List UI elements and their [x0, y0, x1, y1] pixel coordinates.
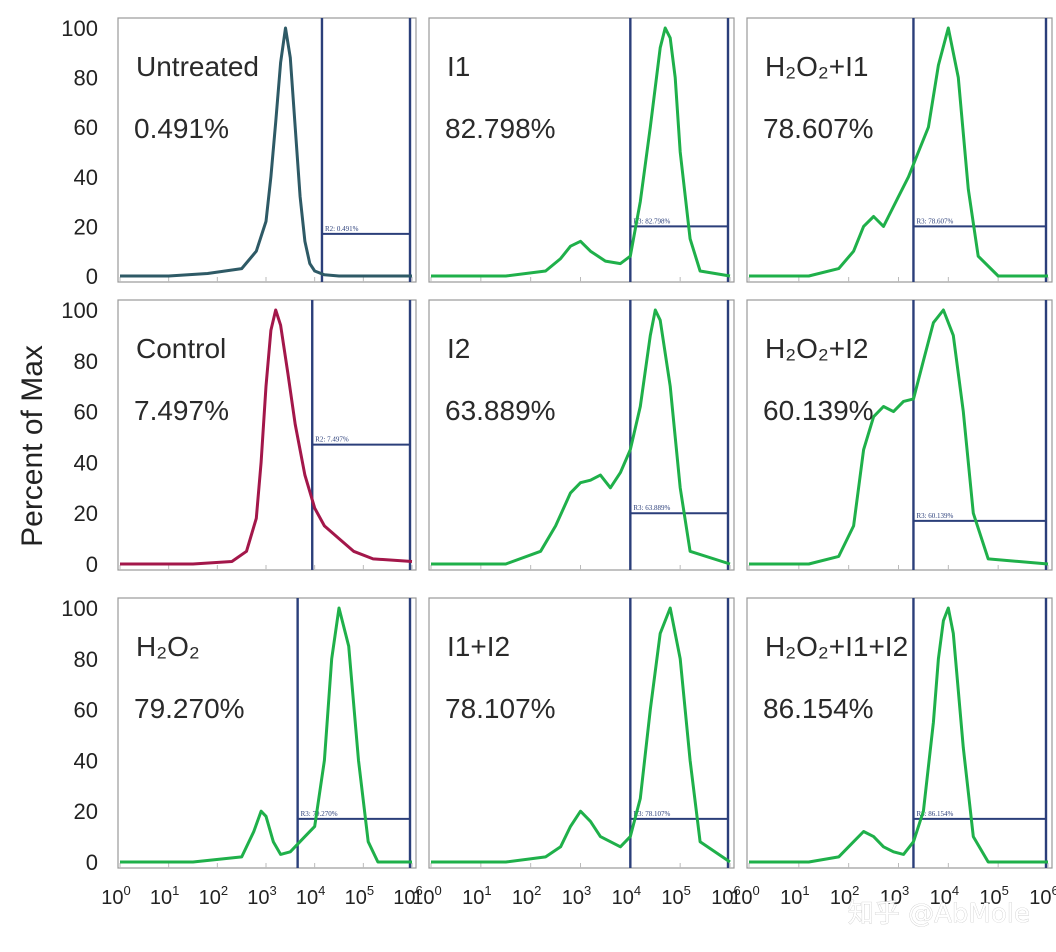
- panel-percent: 79.270%: [134, 693, 245, 724]
- gate-label: R2: 7.497%: [315, 436, 349, 444]
- histogram-line-h2o2_i1: [749, 26, 1048, 278]
- panel-label: I1: [447, 51, 470, 82]
- histogram-line-untreated: [120, 26, 412, 278]
- y-tick-label: 100: [61, 596, 98, 621]
- panel-frame: [428, 17, 735, 283]
- gate-label: R3: 63.889%: [633, 504, 670, 512]
- x-tick-label: 101: [462, 883, 491, 909]
- y-tick-label: 0: [86, 552, 98, 577]
- y-tick-label: 80: [74, 349, 98, 374]
- panel-label: H₂O₂: [136, 631, 200, 662]
- panel-frame: [746, 299, 1053, 571]
- y-tick-label: 60: [74, 698, 98, 723]
- y-tick-label: 100: [61, 16, 98, 41]
- panel-frame: [746, 597, 1053, 869]
- panel-h2o2_i1: R3: 78.607% H₂O₂+I1 78.607%: [746, 17, 1053, 283]
- y-tick-label: 80: [74, 647, 98, 672]
- y-tick-label: 20: [74, 799, 98, 824]
- panel-frame: [117, 299, 417, 571]
- panel-h2o2_i1_i2: R3: 86.154% H₂O₂+I1+I2 86.154%: [746, 597, 1053, 869]
- panel-label: Control: [136, 333, 226, 364]
- y-tick-label: 40: [74, 165, 98, 190]
- panel-label: H₂O₂+I1+I2: [765, 631, 908, 662]
- y-tick-label: 40: [74, 748, 98, 773]
- panel-control: R2: 7.497% Control 7.497%: [117, 299, 417, 571]
- x-tick-label: 103: [880, 883, 909, 909]
- panel-label: H₂O₂+I2: [765, 333, 868, 364]
- x-tick-label: 101: [780, 883, 809, 909]
- panel-frame: [117, 17, 417, 283]
- histogram-line-i2: [431, 308, 731, 566]
- histogram-line-h2o2: [120, 606, 412, 864]
- x-tick-label: 102: [830, 883, 859, 909]
- panel-h2o2_i2: R3: 60.139% H₂O₂+I2 60.139%: [746, 299, 1053, 571]
- y-tick-label: 80: [74, 66, 98, 91]
- panel-percent: 78.107%: [445, 693, 556, 724]
- gate-label: R3: 78.607%: [916, 217, 953, 225]
- y-tick-label: 60: [74, 115, 98, 140]
- x-tick-label: 104: [930, 883, 959, 909]
- panel-i2: R3: 63.889% I2 63.889%: [428, 299, 735, 571]
- histogram-line-h2o2_i2: [749, 308, 1049, 566]
- gate-label: R3: 86.154%: [916, 810, 953, 818]
- histogram-line-control: [120, 308, 413, 566]
- panel-label: I2: [447, 333, 470, 364]
- panel-percent: 63.889%: [445, 395, 556, 426]
- x-tick-label: 103: [247, 883, 276, 909]
- y-tick-label: 20: [74, 214, 98, 239]
- gate-label: R3: 60.139%: [916, 512, 953, 520]
- x-tick-label: 100: [101, 883, 130, 909]
- panel-frame: [746, 17, 1053, 283]
- x-tick-label: 105: [661, 883, 690, 909]
- y-tick-label: 40: [74, 450, 98, 475]
- panel-percent: 78.607%: [763, 113, 874, 144]
- gate-label: R2: 0.491%: [325, 225, 359, 233]
- panel-percent: 86.154%: [763, 693, 874, 724]
- y-tick-layer: 100 80 60 40 20 0 100 80 60 40 20 0 100 80 60 40 20 0: [61, 16, 98, 875]
- x-tick-label: 106: [711, 883, 740, 909]
- y-tick-label: 20: [74, 501, 98, 526]
- panel-label: Untreated: [136, 51, 259, 82]
- y-tick-label: 100: [61, 298, 98, 323]
- panel-h2o2: R3: 79.270% H₂O₂ 79.270%: [117, 597, 417, 869]
- x-tick-label: 102: [512, 883, 541, 909]
- x-tick-label: 100: [730, 883, 759, 909]
- x-tick-label: 106: [1029, 883, 1056, 909]
- panel-label: H₂O₂+I1: [765, 51, 868, 82]
- y-tick-label: 0: [86, 850, 98, 875]
- x-tick-label: 105: [979, 883, 1008, 909]
- panel-i1: R3: 82.798% I1 82.798%: [428, 17, 735, 283]
- x-tick-label: 106: [393, 883, 422, 909]
- panel-frame: [428, 597, 735, 869]
- panel-label: I1+I2: [447, 631, 510, 662]
- x-tick-label: 103: [562, 883, 591, 909]
- y-axis-label: Percent of Max: [16, 345, 49, 547]
- histogram-line-i1_i2: [431, 606, 731, 864]
- x-tick-label: 104: [612, 883, 641, 909]
- x-tick-label: 105: [345, 883, 374, 909]
- gate-label: R3: 82.798%: [633, 217, 670, 225]
- panel-untreated: R2: 0.491% Untreated 0.491%: [117, 17, 417, 283]
- watermark: 知乎 @AbMole: [848, 899, 1030, 929]
- x-tick-label: 100: [412, 883, 441, 909]
- x-tick-label: 104: [296, 883, 325, 909]
- histogram-line-i1: [431, 26, 731, 278]
- panel-percent: 60.139%: [763, 395, 874, 426]
- gate-label: R3: 78.107%: [633, 810, 670, 818]
- panel-percent: 7.497%: [134, 395, 229, 426]
- y-tick-label: 0: [86, 264, 98, 289]
- x-tick-label: 101: [150, 883, 179, 909]
- panel-grid: R2: 0.491% Untreated 0.491% R3: 82.798% I1 82…: [117, 17, 1053, 869]
- panel-percent: 82.798%: [445, 113, 556, 144]
- panel-percent: 0.491%: [134, 113, 229, 144]
- panel-frame: [428, 299, 735, 571]
- x-tick-label: 102: [199, 883, 228, 909]
- panel-i1_i2: R3: 78.107% I1+I2 78.107%: [428, 597, 735, 869]
- histogram-line-h2o2_i1_i2: [749, 606, 1048, 864]
- gate-label: R3: 79.270%: [301, 810, 338, 818]
- y-tick-label: 60: [74, 400, 98, 425]
